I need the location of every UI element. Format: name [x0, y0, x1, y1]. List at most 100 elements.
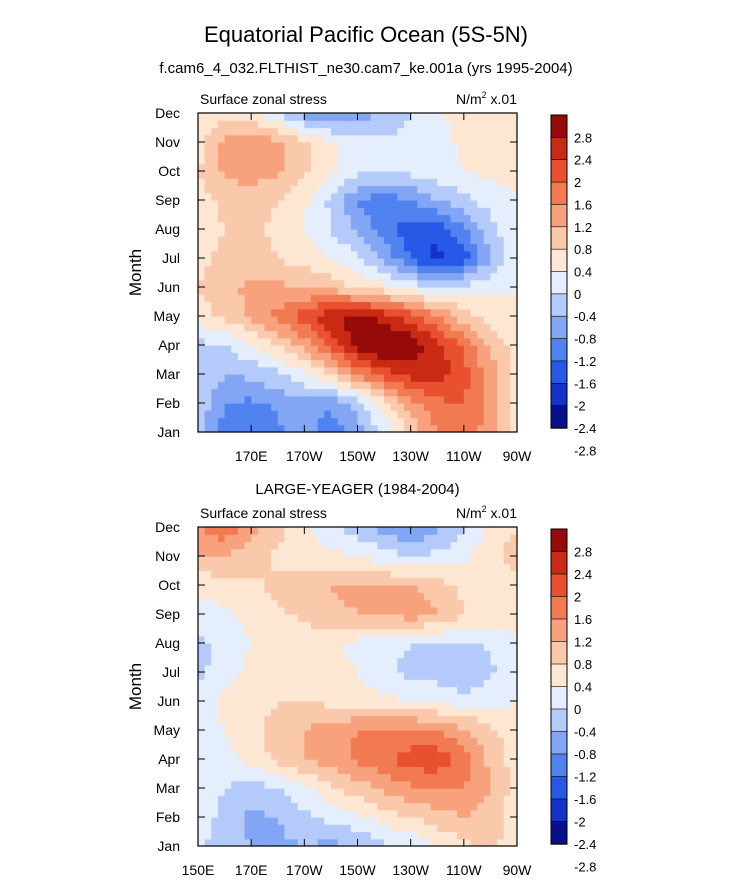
field-cell: [390, 214, 398, 223]
field-cell: [410, 679, 418, 688]
field-cell: [330, 185, 339, 194]
field-cell: [291, 272, 299, 281]
field-cell: [437, 214, 445, 223]
field-cell: [231, 534, 239, 543]
field-cell: [397, 287, 405, 295]
field-cell: [510, 316, 518, 324]
field-cell: [457, 730, 465, 738]
field-cell: [257, 192, 266, 201]
field-cell: [423, 541, 432, 550]
field-cell: [344, 236, 352, 245]
field-cell: [497, 585, 505, 593]
field-cell: [284, 120, 292, 129]
field-cell: [217, 178, 226, 187]
field-cell: [423, 359, 432, 368]
field-cell: [271, 287, 279, 295]
field-cell: [377, 214, 385, 223]
field-cell: [463, 388, 472, 397]
field-cell: [384, 563, 392, 572]
field-cell: [370, 229, 379, 237]
field-cell: [510, 766, 518, 775]
field-cell: [490, 113, 498, 121]
field-cell: [198, 766, 206, 775]
field-cell: [450, 229, 458, 237]
field-cell: [198, 301, 206, 310]
field-cell: [483, 548, 492, 557]
field-cell: [437, 352, 445, 361]
field-cell: [503, 192, 511, 201]
field-cell: [217, 701, 226, 709]
field-cell: [357, 156, 365, 165]
field-cell: [437, 759, 445, 767]
field-cell: [211, 113, 219, 121]
field-cell: [357, 838, 365, 847]
field-cell: [284, 744, 292, 753]
field-cell: [390, 417, 398, 426]
field-cell: [437, 672, 445, 680]
field-cell: [310, 621, 319, 630]
field-cell: [284, 113, 292, 121]
field-cell: [404, 672, 412, 680]
field-cell: [257, 308, 266, 317]
field-cell: [397, 592, 405, 601]
field-cell: [310, 548, 319, 557]
field-cell: [251, 773, 259, 782]
field-cell: [204, 178, 212, 187]
field-cell: [370, 679, 379, 688]
field-cell: [497, 142, 505, 150]
field-cell: [204, 766, 212, 775]
field-cell: [417, 838, 425, 847]
field-cell: [470, 701, 478, 709]
field-cell: [357, 345, 365, 353]
field-cell: [211, 185, 219, 194]
field-cell: [224, 337, 232, 346]
field-cell: [477, 221, 485, 230]
field-cell: [377, 686, 385, 695]
field-cell: [231, 585, 239, 593]
field-cell: [231, 563, 239, 572]
field-cell: [237, 672, 246, 680]
field-cell: [503, 330, 511, 339]
field-cell: [397, 556, 405, 564]
field-cell: [470, 214, 478, 223]
field-cell: [423, 171, 432, 179]
field-cell: [284, 337, 292, 346]
field-cell: [483, 672, 492, 680]
field-cell: [477, 831, 485, 840]
field-cell: [397, 701, 405, 709]
field-cell: [310, 250, 319, 259]
field-cell: [463, 563, 472, 572]
field-cell: [470, 345, 478, 353]
field-cell: [204, 585, 212, 593]
field-cell: [277, 381, 285, 390]
field-cell: [344, 780, 352, 789]
field-cell: [317, 679, 325, 688]
field-cell: [364, 381, 372, 390]
field-cell: [463, 838, 472, 847]
field-cell: [410, 120, 418, 129]
field-cell: [264, 556, 272, 564]
field-cell: [211, 410, 219, 419]
field-cell: [503, 127, 511, 136]
field-cell: [430, 773, 438, 782]
field-cell: [443, 279, 452, 288]
field-cell: [497, 817, 505, 825]
field-cell: [297, 730, 305, 738]
field-cell: [204, 672, 212, 680]
field-cell: [284, 279, 292, 288]
field-cell: [450, 657, 458, 666]
field-cell: [324, 621, 332, 630]
field-cell: [337, 831, 345, 840]
field-cell: [357, 788, 365, 796]
field-cell: [423, 134, 432, 143]
field-cell: [284, 643, 292, 651]
field-cell: [211, 563, 219, 572]
field-cell: [384, 250, 392, 259]
field-cell: [497, 250, 505, 259]
field-cell: [211, 686, 219, 695]
field-cell: [251, 424, 259, 433]
field-cell: [463, 337, 472, 346]
field-cell: [370, 149, 379, 158]
field-cell: [271, 541, 279, 550]
field-cell: [211, 701, 219, 709]
